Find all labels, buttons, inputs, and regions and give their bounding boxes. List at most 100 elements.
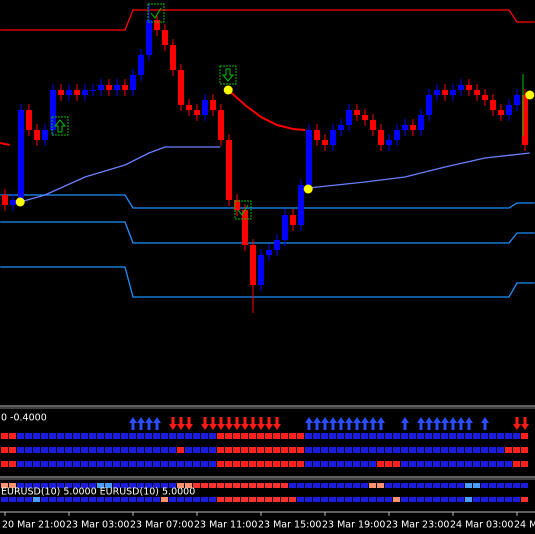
- strength-cell: [281, 483, 288, 488]
- strength-cell: [1, 497, 8, 502]
- strength-cell: [33, 483, 40, 488]
- candle-body: [354, 110, 360, 115]
- candle-body: [162, 30, 168, 45]
- candle-body: [434, 90, 440, 95]
- state-cell: [433, 447, 440, 453]
- state-cell: [177, 433, 184, 439]
- candle-body: [482, 95, 488, 100]
- state-cell: [489, 461, 496, 467]
- candle-body: [506, 105, 512, 115]
- strength-cell: [169, 497, 176, 502]
- strength-cell: [65, 483, 72, 488]
- signal-box: [234, 200, 252, 220]
- up-arrow: [137, 417, 145, 430]
- state-cell: [185, 461, 192, 467]
- down-arrow: [249, 417, 257, 430]
- strength-cell: [313, 483, 320, 488]
- state-cell: [193, 461, 200, 467]
- state-cell: [497, 433, 504, 439]
- strength-cell: [145, 483, 152, 488]
- state-cell: [281, 461, 288, 467]
- candle-body: [202, 100, 208, 115]
- signal-dot: [303, 184, 313, 194]
- strength-cell: [201, 483, 208, 488]
- buy-signal-box: [51, 116, 69, 136]
- state-cell: [297, 433, 304, 439]
- strength-cell: [241, 483, 248, 488]
- up-arrow: [425, 417, 433, 430]
- state-cell: [89, 461, 96, 467]
- down-arrow: [257, 417, 265, 430]
- strength-cell: [73, 483, 80, 488]
- strength-cell: [433, 483, 440, 488]
- state-cell: [329, 433, 336, 439]
- strength-cell: [473, 497, 480, 502]
- candle-body: [266, 250, 272, 255]
- state-cell: [345, 433, 352, 439]
- candle-body: [370, 120, 376, 130]
- state-cell: [177, 447, 184, 453]
- strength-cell: [345, 483, 352, 488]
- indicator-line: [0, 266, 535, 298]
- state-cell: [313, 447, 320, 453]
- up-arrow: [401, 417, 409, 430]
- state-cell: [441, 447, 448, 453]
- down-arrow: [201, 417, 209, 430]
- state-cell: [329, 461, 336, 467]
- state-cell: [65, 461, 72, 467]
- strength-cell: [9, 497, 16, 502]
- state-cell: [137, 433, 144, 439]
- state-cell: [185, 433, 192, 439]
- state-cell: [33, 433, 40, 439]
- strength-cell: [481, 483, 488, 488]
- state-cell: [57, 433, 64, 439]
- strength-cell: [361, 483, 368, 488]
- candle-body: [242, 210, 248, 245]
- state-cell: [89, 447, 96, 453]
- state-cell: [209, 433, 216, 439]
- state-cell: [425, 447, 432, 453]
- up-arrow: [353, 417, 361, 430]
- strength-cell: [433, 497, 440, 502]
- strength-cell: [249, 483, 256, 488]
- state-cell: [521, 447, 528, 453]
- candle-body: [146, 20, 152, 55]
- state-cell: [249, 433, 256, 439]
- up-arrow: [313, 417, 321, 430]
- state-cell: [297, 461, 304, 467]
- state-cell: [457, 447, 464, 453]
- up-arrow: [129, 417, 137, 430]
- state-cell: [145, 433, 152, 439]
- strength-cell: [385, 497, 392, 502]
- candle-body: [418, 115, 424, 130]
- down-arrow: [265, 417, 273, 430]
- state-cell: [465, 447, 472, 453]
- state-cell: [17, 433, 24, 439]
- state-cell: [489, 447, 496, 453]
- state-cell: [289, 461, 296, 467]
- candle-body: [274, 240, 280, 250]
- state-cell: [217, 433, 224, 439]
- state-cell: [49, 461, 56, 467]
- strength-cell: [505, 483, 512, 488]
- strength-cell: [17, 497, 24, 502]
- state-cell: [417, 461, 424, 467]
- candle-body: [90, 90, 96, 91]
- state-cell: [401, 461, 408, 467]
- strength-cell: [513, 483, 520, 488]
- strength-cell: [161, 483, 168, 488]
- state-cell: [169, 447, 176, 453]
- strength-cell: [465, 497, 472, 502]
- strength-cell: [97, 497, 104, 502]
- state-cell: [41, 461, 48, 467]
- candle-body: [290, 215, 296, 225]
- state-cell: [161, 461, 168, 467]
- strength-cell: [353, 483, 360, 488]
- state-cell: [153, 461, 160, 467]
- strength-cell: [161, 497, 168, 502]
- indicator-panel: [1, 417, 529, 502]
- strength-cell: [249, 497, 256, 502]
- state-cell: [297, 447, 304, 453]
- candle-body: [82, 90, 88, 95]
- state-cell: [425, 461, 432, 467]
